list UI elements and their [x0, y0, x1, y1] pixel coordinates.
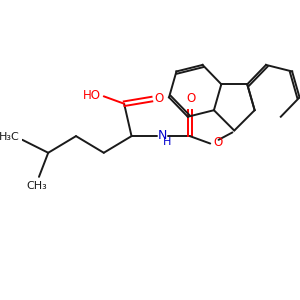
Text: O: O — [186, 92, 195, 105]
Text: O: O — [155, 92, 164, 105]
Text: N: N — [158, 129, 167, 142]
Text: H₃C: H₃C — [0, 132, 20, 142]
Text: CH₃: CH₃ — [27, 181, 47, 190]
Text: O: O — [213, 136, 222, 149]
Text: HO: HO — [83, 89, 101, 102]
Text: H: H — [163, 137, 171, 147]
